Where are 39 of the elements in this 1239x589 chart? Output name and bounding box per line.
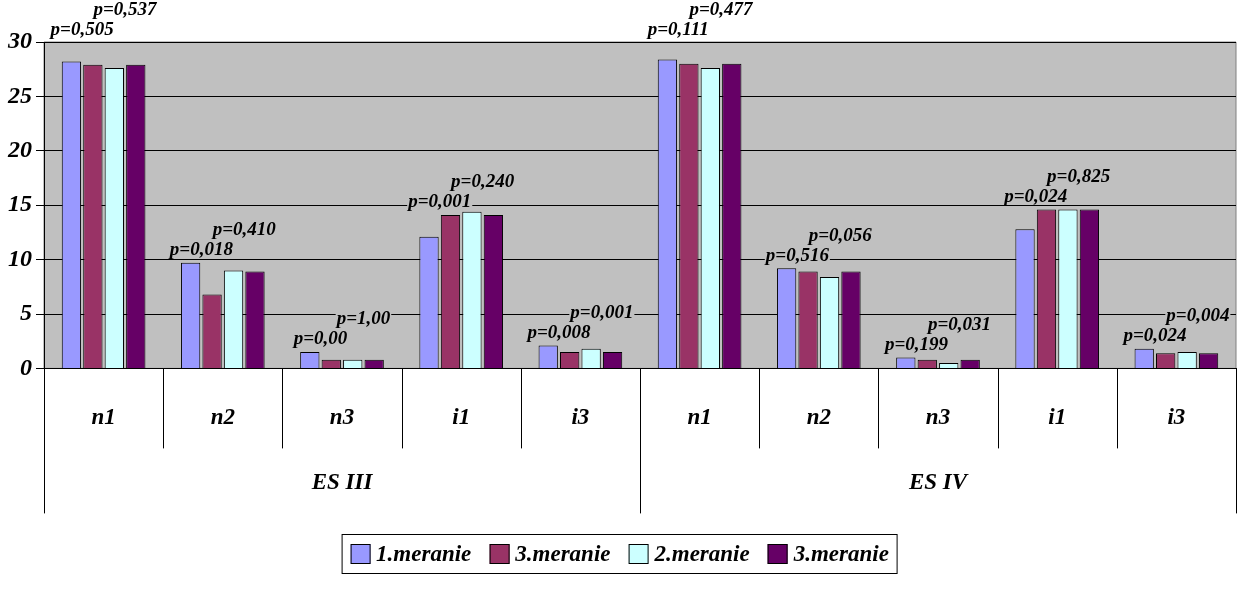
x-tick-label: i1 [1048,404,1067,430]
annotation: p=0,240 [449,170,515,192]
y-tick-label: 30 [7,27,32,54]
x-tick-label: i3 [1167,404,1186,430]
y-tick-label: 15 [8,190,32,217]
x-tick-label: n1 [91,404,116,430]
text: p=0,505 [48,18,115,40]
y-tick-label: 25 [7,81,32,108]
annotation: p=0,410 [210,218,277,240]
annotation: p=0,004 [1164,304,1230,326]
y-tick-label: 0 [20,353,32,380]
x-tick-label: n3 [329,404,355,430]
annotation: p=0,001 [406,190,472,212]
annotation: p=0,031 [925,312,991,334]
text: p=0,111 [645,18,709,40]
annotation: p=0,024 [1121,324,1187,346]
x-tick-label: n2 [210,404,235,430]
text: ES IV [907,469,969,495]
x-tick-label: i3 [571,404,590,430]
annotation: p=0,825 [1045,164,1111,186]
legend-label: 3.meranie [515,541,611,567]
annotation: p=0,018 [167,238,234,260]
annotation: p=0,001 [568,300,634,322]
y-tick-label: 10 [8,244,32,271]
x-tick-label: n1 [687,404,712,430]
annotation: p=0,00 [291,327,348,349]
y-tick-label: 5 [20,299,32,326]
legend-label: 2.meranie [654,541,750,567]
legend-label: 3.meranie [793,541,889,567]
x-tick-label: n2 [806,404,831,430]
legend-label: 1.meranie [376,541,472,567]
annotation: p=0,056 [806,223,873,245]
x-tick-label: n3 [925,404,951,430]
text: p=0,537 [91,0,159,20]
y-tick-label: 20 [7,136,32,162]
x-tick-label: i1 [452,404,471,430]
annotation: p=1,00 [334,307,391,329]
text: ES III [310,469,374,495]
text: p=0,477 [687,0,755,20]
